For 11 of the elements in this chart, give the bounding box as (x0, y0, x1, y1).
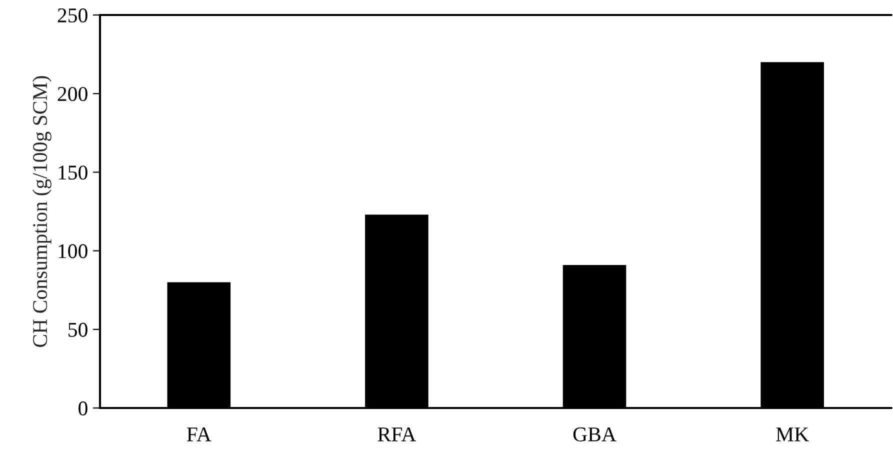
x-tick-label: FA (186, 427, 212, 442)
x-tick-label: RFA (378, 427, 416, 442)
y-tick-label: 0 (78, 401, 88, 416)
y-tick-label: 100 (58, 244, 88, 258)
y-tick-label: 150 (58, 166, 88, 180)
y-axis-title: CH Consumption (g/100g SCM) (32, 76, 52, 347)
y-tick-label: 250 (58, 8, 88, 22)
y-tick-label: 50 (68, 322, 88, 337)
x-tick-label: GBA (573, 427, 616, 442)
x-tick-label: MK (776, 428, 809, 442)
y-tick-label: 200 (58, 86, 88, 102)
